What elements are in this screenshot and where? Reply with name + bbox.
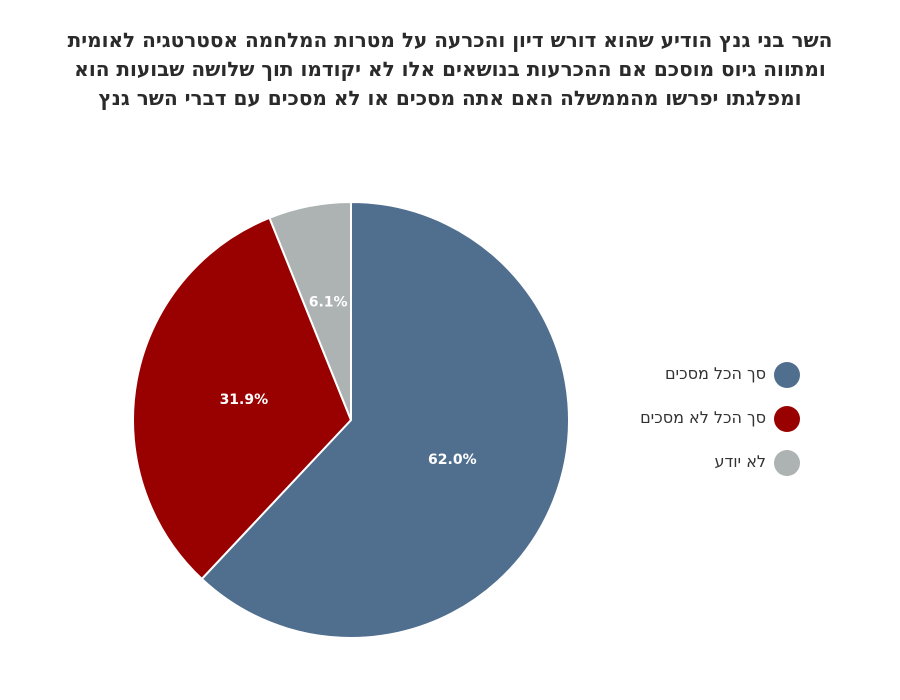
legend: סך הכל מסכים סך הכל לא מסכים לא יודע bbox=[560, 360, 800, 492]
legend-label-agree: סך הכל מסכים bbox=[664, 364, 766, 383]
pie-slice-agree[interactable] bbox=[200, 200, 570, 639]
legend-label-dont-know: לא יודע bbox=[714, 452, 766, 471]
legend-swatch-dont-know bbox=[774, 450, 800, 476]
legend-label-disagree: סך הכל לא מסכים bbox=[640, 408, 766, 427]
legend-swatch-disagree bbox=[774, 406, 800, 432]
pie-slice-dont-know[interactable] bbox=[268, 200, 352, 421]
legend-item-agree[interactable]: סך הכל מסכים bbox=[560, 360, 800, 390]
chart-title-line-1: השר בני גנץ הודיע שהוא דורש דיון והכרעה … bbox=[67, 28, 833, 52]
pie-slice-labels: 62.0% 31.9% 6.1% bbox=[220, 294, 477, 468]
legend-swatch-agree bbox=[774, 362, 800, 388]
legend-item-dont-know[interactable]: לא יודע bbox=[560, 448, 800, 478]
chart-title-line-2: ומתווה גיוס מוסכם אם ההכרעות בנושאים אלו… bbox=[74, 57, 826, 81]
legend-item-disagree[interactable]: סך הכל לא מסכים bbox=[560, 404, 800, 434]
pie-slice-disagree[interactable] bbox=[132, 216, 353, 581]
slice-label-agree: 62.0% bbox=[428, 452, 477, 468]
chart-title: השר בני גנץ הודיע שהוא דורש דיון והכרעה … bbox=[30, 26, 870, 113]
chart-title-line-3: ומפלגתו יפרשו מהממשלה האם אתה מסכים או ל… bbox=[98, 86, 802, 110]
slice-label-disagree: 31.9% bbox=[220, 392, 269, 408]
pie-slices bbox=[132, 200, 570, 639]
slice-label-dont-know: 6.1% bbox=[309, 294, 348, 310]
